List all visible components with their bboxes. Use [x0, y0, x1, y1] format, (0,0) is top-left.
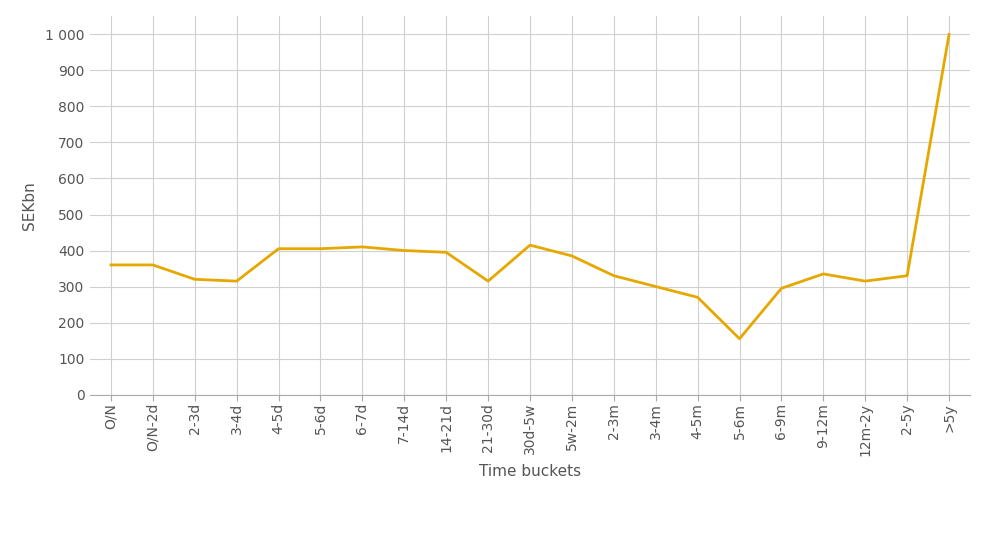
Y-axis label: SEKbn: SEKbn — [22, 181, 37, 230]
X-axis label: Time buckets: Time buckets — [479, 464, 581, 480]
